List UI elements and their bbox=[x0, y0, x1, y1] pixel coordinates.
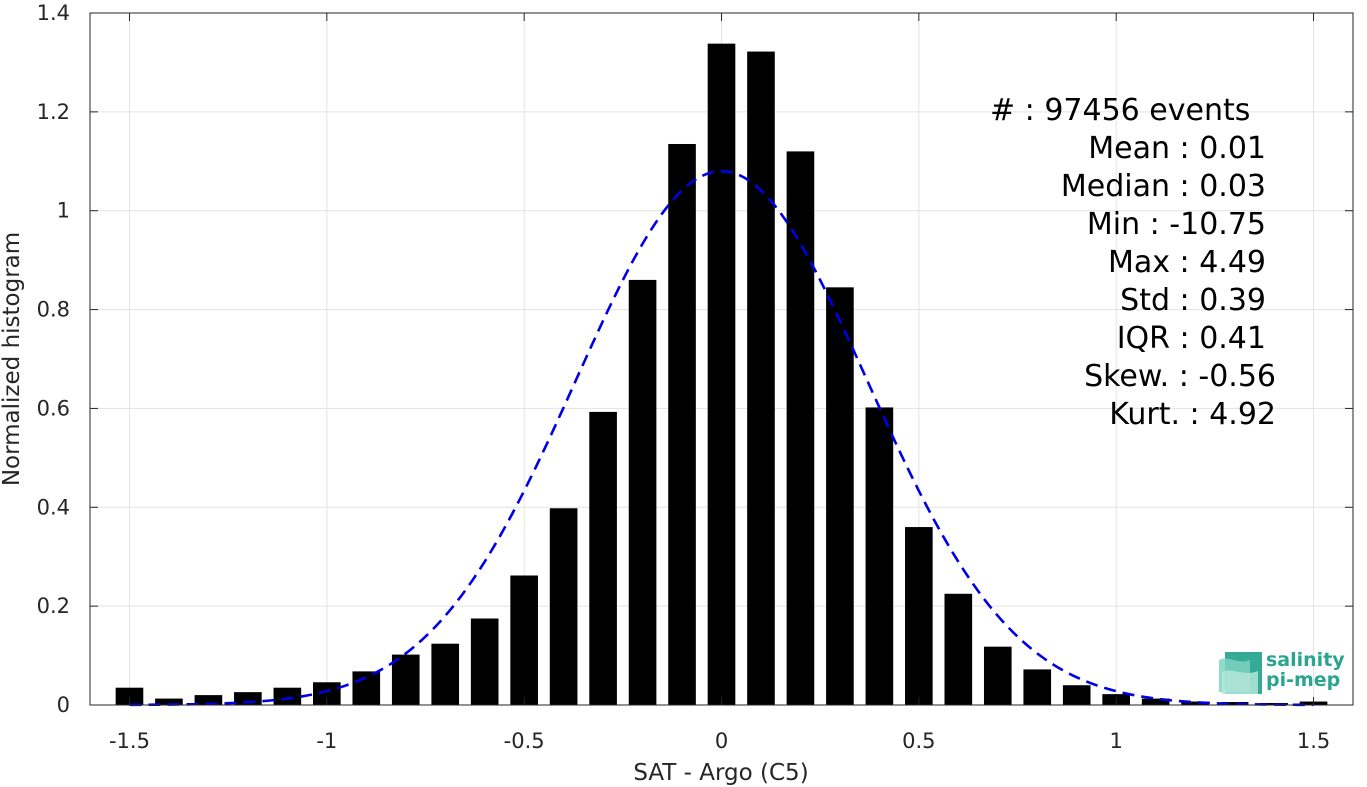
y-tick-label: 0.2 bbox=[37, 594, 70, 618]
histogram-bar bbox=[115, 687, 144, 705]
histogram-bar bbox=[155, 698, 183, 705]
histogram-bar bbox=[983, 646, 1012, 705]
x-tick-label: 0.5 bbox=[902, 729, 935, 753]
y-tick-label: 0 bbox=[57, 693, 70, 717]
logo-line-pi-mep: pi-mep bbox=[1266, 669, 1340, 691]
y-axis-label: Normalized histogram bbox=[0, 232, 25, 486]
stat-line: Min : -10.75 bbox=[1087, 207, 1266, 242]
gaussian-fit-curve bbox=[129, 169, 1314, 707]
histogram-bar bbox=[312, 682, 341, 705]
histogram-bar bbox=[431, 643, 460, 705]
histogram-bar bbox=[589, 411, 617, 705]
stat-line: Median : 0.03 bbox=[1061, 169, 1266, 204]
histogram-bar bbox=[1023, 669, 1052, 705]
tick-labels: -1.5 -1 -0.5 0 0.5 1 1.5 0 0.2 0.4 0.6 0.8 1 1.2 1.4 bbox=[37, 1, 1331, 753]
x-tick-label: -0.5 bbox=[504, 729, 545, 753]
histogram-bars bbox=[115, 43, 1328, 706]
histogram-bar bbox=[786, 151, 815, 705]
y-tick-label: 1.2 bbox=[37, 100, 70, 124]
histogram-bar bbox=[826, 287, 854, 705]
histogram-bar bbox=[510, 575, 538, 705]
histogram-bar bbox=[1141, 698, 1170, 705]
histogram-bar bbox=[747, 51, 775, 706]
stat-line: Mean : 0.01 bbox=[1088, 131, 1266, 166]
histogram-bar bbox=[1062, 685, 1091, 705]
salinity-wave-icon bbox=[1219, 652, 1262, 694]
histogram-bar bbox=[391, 654, 420, 705]
histogram-bar bbox=[668, 143, 696, 705]
y-tick-label: 1.4 bbox=[37, 1, 70, 25]
histogram-bar bbox=[273, 687, 302, 705]
histogram-bar bbox=[707, 43, 736, 706]
histogram-bar bbox=[905, 527, 933, 705]
stat-line: # : 97456 events bbox=[990, 93, 1250, 128]
x-tick-label: -1 bbox=[316, 729, 337, 753]
axis-ticks bbox=[90, 12, 1353, 706]
logo-line-salinity: salinity bbox=[1266, 649, 1345, 671]
stat-line: Skew. : -0.56 bbox=[1084, 359, 1276, 394]
histogram-bar bbox=[194, 695, 223, 705]
histogram-bar bbox=[1220, 702, 1249, 705]
histogram-bar bbox=[470, 618, 499, 705]
stat-line: Std : 0.39 bbox=[1120, 283, 1266, 318]
stat-line: Max : 4.49 bbox=[1108, 245, 1266, 280]
histogram-bar bbox=[865, 407, 894, 705]
x-axis-label: SAT - Argo (C5) bbox=[633, 760, 808, 786]
histogram-bar bbox=[628, 279, 657, 705]
histogram-bar bbox=[1181, 701, 1209, 705]
stat-line: IQR : 0.41 bbox=[1117, 321, 1266, 356]
y-tick-label: 0.4 bbox=[37, 495, 70, 519]
y-tick-label: 0.8 bbox=[37, 298, 70, 322]
salinity-pi-mep-logo: salinity pi-mep bbox=[1219, 649, 1345, 694]
x-tick-label: 0 bbox=[715, 729, 728, 753]
histogram-bar bbox=[944, 593, 973, 705]
stat-line: Kurt. : 4.92 bbox=[1109, 397, 1276, 432]
y-tick-label: 0.6 bbox=[37, 396, 70, 420]
histogram-bar bbox=[549, 508, 578, 705]
x-tick-label: -1.5 bbox=[109, 729, 150, 753]
x-tick-label: 1.5 bbox=[1297, 729, 1330, 753]
y-tick-label: 1 bbox=[57, 199, 70, 223]
x-tick-label: 1 bbox=[1110, 729, 1123, 753]
histogram-bar bbox=[352, 671, 381, 705]
